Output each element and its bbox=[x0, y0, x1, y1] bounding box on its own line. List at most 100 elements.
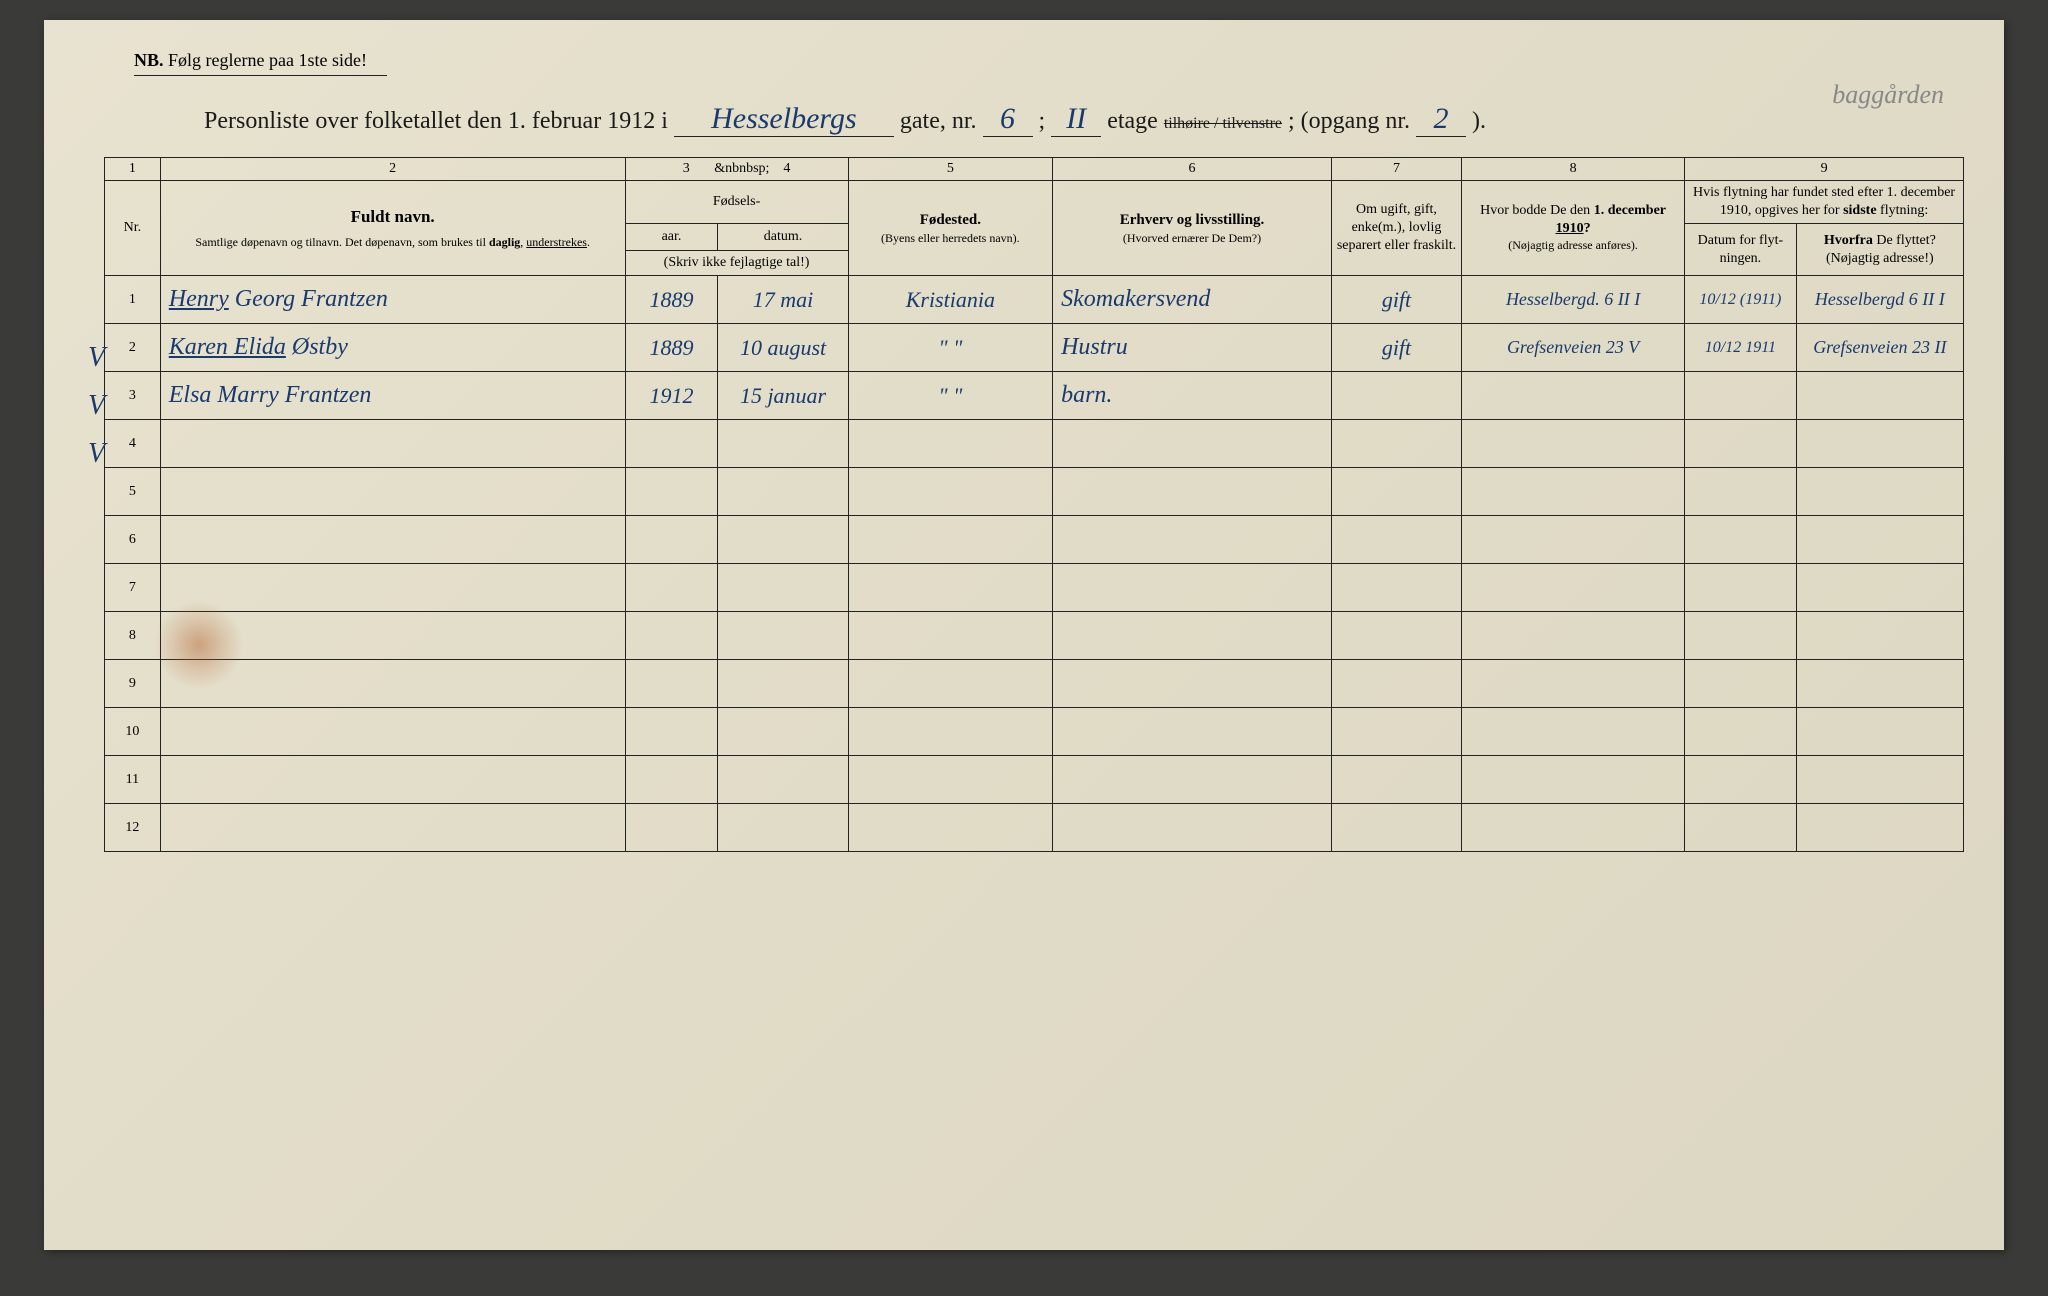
gate-label: gate, nr. bbox=[900, 108, 977, 135]
colnum-5: 5 bbox=[848, 158, 1052, 181]
cell-name bbox=[160, 420, 625, 468]
cell-date bbox=[718, 756, 848, 804]
cell-move-date bbox=[1685, 804, 1797, 852]
nb-text: Følg reglerne paa 1ste side! bbox=[168, 50, 367, 70]
cell-occupation bbox=[1053, 468, 1332, 516]
hdr-bodde: Hvor bodde De den 1. december 1910? (Nøj… bbox=[1462, 181, 1685, 276]
cell-move-date bbox=[1685, 660, 1797, 708]
etage-label: etage bbox=[1107, 108, 1158, 135]
cell-birthplace bbox=[848, 516, 1052, 564]
cell-date bbox=[718, 708, 848, 756]
cell-year bbox=[625, 708, 718, 756]
cell-year bbox=[625, 420, 718, 468]
row-number: 12 bbox=[105, 804, 161, 852]
cell-date bbox=[718, 420, 848, 468]
row-number: 3 bbox=[105, 372, 161, 420]
semi: ; bbox=[1039, 108, 1046, 135]
colnum-8: 8 bbox=[1462, 158, 1685, 181]
colnum-1: 1 bbox=[105, 158, 161, 181]
colnum-3-4: 3 &nbnbsp; 4 bbox=[625, 158, 848, 181]
cell-move-from bbox=[1796, 564, 1963, 612]
title-prefix: Personliste over folketallet den 1. febr… bbox=[204, 108, 668, 135]
cell-birthplace: Kristiania bbox=[848, 276, 1052, 324]
cell-date bbox=[718, 612, 848, 660]
census-form-page: NB. Følg reglerne paa 1ste side! Personl… bbox=[44, 20, 2004, 1250]
hdr-fodested: Fødested. (Byens eller herredets navn). bbox=[848, 181, 1052, 276]
hdr-flyt-fra: Hvorfra De flyttet?(Nøjagtig adresse!) bbox=[1796, 224, 1963, 276]
cell-move-date bbox=[1685, 756, 1797, 804]
table-row: 10 bbox=[105, 708, 1964, 756]
cell-date bbox=[718, 660, 848, 708]
cell-status bbox=[1331, 564, 1461, 612]
table-row: 6 bbox=[105, 516, 1964, 564]
cell-birthplace bbox=[848, 804, 1052, 852]
cell-status: gift bbox=[1331, 324, 1461, 372]
cell-name: Elsa Marry Frantzen bbox=[160, 372, 625, 420]
row-number: 10 bbox=[105, 708, 161, 756]
cell-occupation bbox=[1053, 564, 1332, 612]
hdr-nr: Nr. bbox=[105, 181, 161, 276]
hdr-aar: aar. bbox=[625, 224, 718, 251]
cell-move-date bbox=[1685, 372, 1797, 420]
census-table: 1 2 3 &nbnbsp; 4 5 6 7 8 9 Nr. Fuldt nav… bbox=[104, 157, 1964, 852]
hdr-skriv: (Skriv ikke fejlagtige tal!) bbox=[625, 250, 848, 275]
cell-name bbox=[160, 756, 625, 804]
table-row: 7 bbox=[105, 564, 1964, 612]
hdr-datum: datum. bbox=[718, 224, 848, 251]
street-name: Hesselbergs bbox=[674, 102, 894, 137]
cell-occupation bbox=[1053, 804, 1332, 852]
opgang-label: ; (opgang nr. bbox=[1288, 108, 1410, 135]
cell-name: Karen Elida Østby bbox=[160, 324, 625, 372]
cell-birthplace bbox=[848, 564, 1052, 612]
cell-move-from bbox=[1796, 756, 1963, 804]
cell-move-from: Hesselbergd 6 II I bbox=[1796, 276, 1963, 324]
cell-residence-1910 bbox=[1462, 372, 1685, 420]
hdr-erhverv: Erhverv og livsstilling. (Hvorved ernære… bbox=[1053, 181, 1332, 276]
checkmark-icon: V bbox=[88, 390, 105, 422]
table-row: 4 bbox=[105, 420, 1964, 468]
table-row: 5 bbox=[105, 468, 1964, 516]
cell-move-from bbox=[1796, 516, 1963, 564]
cell-birthplace bbox=[848, 708, 1052, 756]
title-close: ). bbox=[1472, 108, 1486, 135]
cell-name: Henry Georg Frantzen bbox=[160, 276, 625, 324]
table-row: 2 Karen Elida Østby 1889 10 august " " H… bbox=[105, 324, 1964, 372]
cell-name bbox=[160, 564, 625, 612]
cell-move-from bbox=[1796, 372, 1963, 420]
cell-move-date: 10/12 (1911) bbox=[1685, 276, 1797, 324]
cell-name bbox=[160, 468, 625, 516]
cell-name bbox=[160, 708, 625, 756]
hdr-ugift: Om ugift, gift, enke(m.), lovlig separer… bbox=[1331, 181, 1461, 276]
cell-year: 1912 bbox=[625, 372, 718, 420]
header-row-1: Nr. Fuldt navn. Samtlige døpenavn og til… bbox=[105, 181, 1964, 224]
cell-move-date bbox=[1685, 420, 1797, 468]
cell-occupation bbox=[1053, 516, 1332, 564]
cell-move-date bbox=[1685, 708, 1797, 756]
table-row: 9 bbox=[105, 660, 1964, 708]
cell-year bbox=[625, 564, 718, 612]
table-row: 12 bbox=[105, 804, 1964, 852]
cell-occupation: Skomakersvend bbox=[1053, 276, 1332, 324]
cell-year bbox=[625, 468, 718, 516]
row-number: 5 bbox=[105, 468, 161, 516]
cell-move-from bbox=[1796, 468, 1963, 516]
cell-move-date: 10/12 1911 bbox=[1685, 324, 1797, 372]
cell-date bbox=[718, 516, 848, 564]
cell-name bbox=[160, 612, 625, 660]
cell-status bbox=[1331, 372, 1461, 420]
cell-name bbox=[160, 804, 625, 852]
nb-instruction: NB. Følg reglerne paa 1ste side! bbox=[134, 50, 387, 76]
table-row: 1 Henry Georg Frantzen 1889 17 mai Krist… bbox=[105, 276, 1964, 324]
colnum-2: 2 bbox=[160, 158, 625, 181]
cell-occupation bbox=[1053, 612, 1332, 660]
cell-year bbox=[625, 660, 718, 708]
checkmark-icon: V bbox=[88, 342, 105, 374]
cell-year bbox=[625, 612, 718, 660]
cell-birthplace bbox=[848, 468, 1052, 516]
row-number: 4 bbox=[105, 420, 161, 468]
column-number-row: 1 2 3 &nbnbsp; 4 5 6 7 8 9 bbox=[105, 158, 1964, 181]
nb-label: NB. bbox=[134, 50, 164, 70]
cell-residence-1910 bbox=[1462, 756, 1685, 804]
cell-year bbox=[625, 756, 718, 804]
table-row: 3 Elsa Marry Frantzen 1912 15 januar " "… bbox=[105, 372, 1964, 420]
